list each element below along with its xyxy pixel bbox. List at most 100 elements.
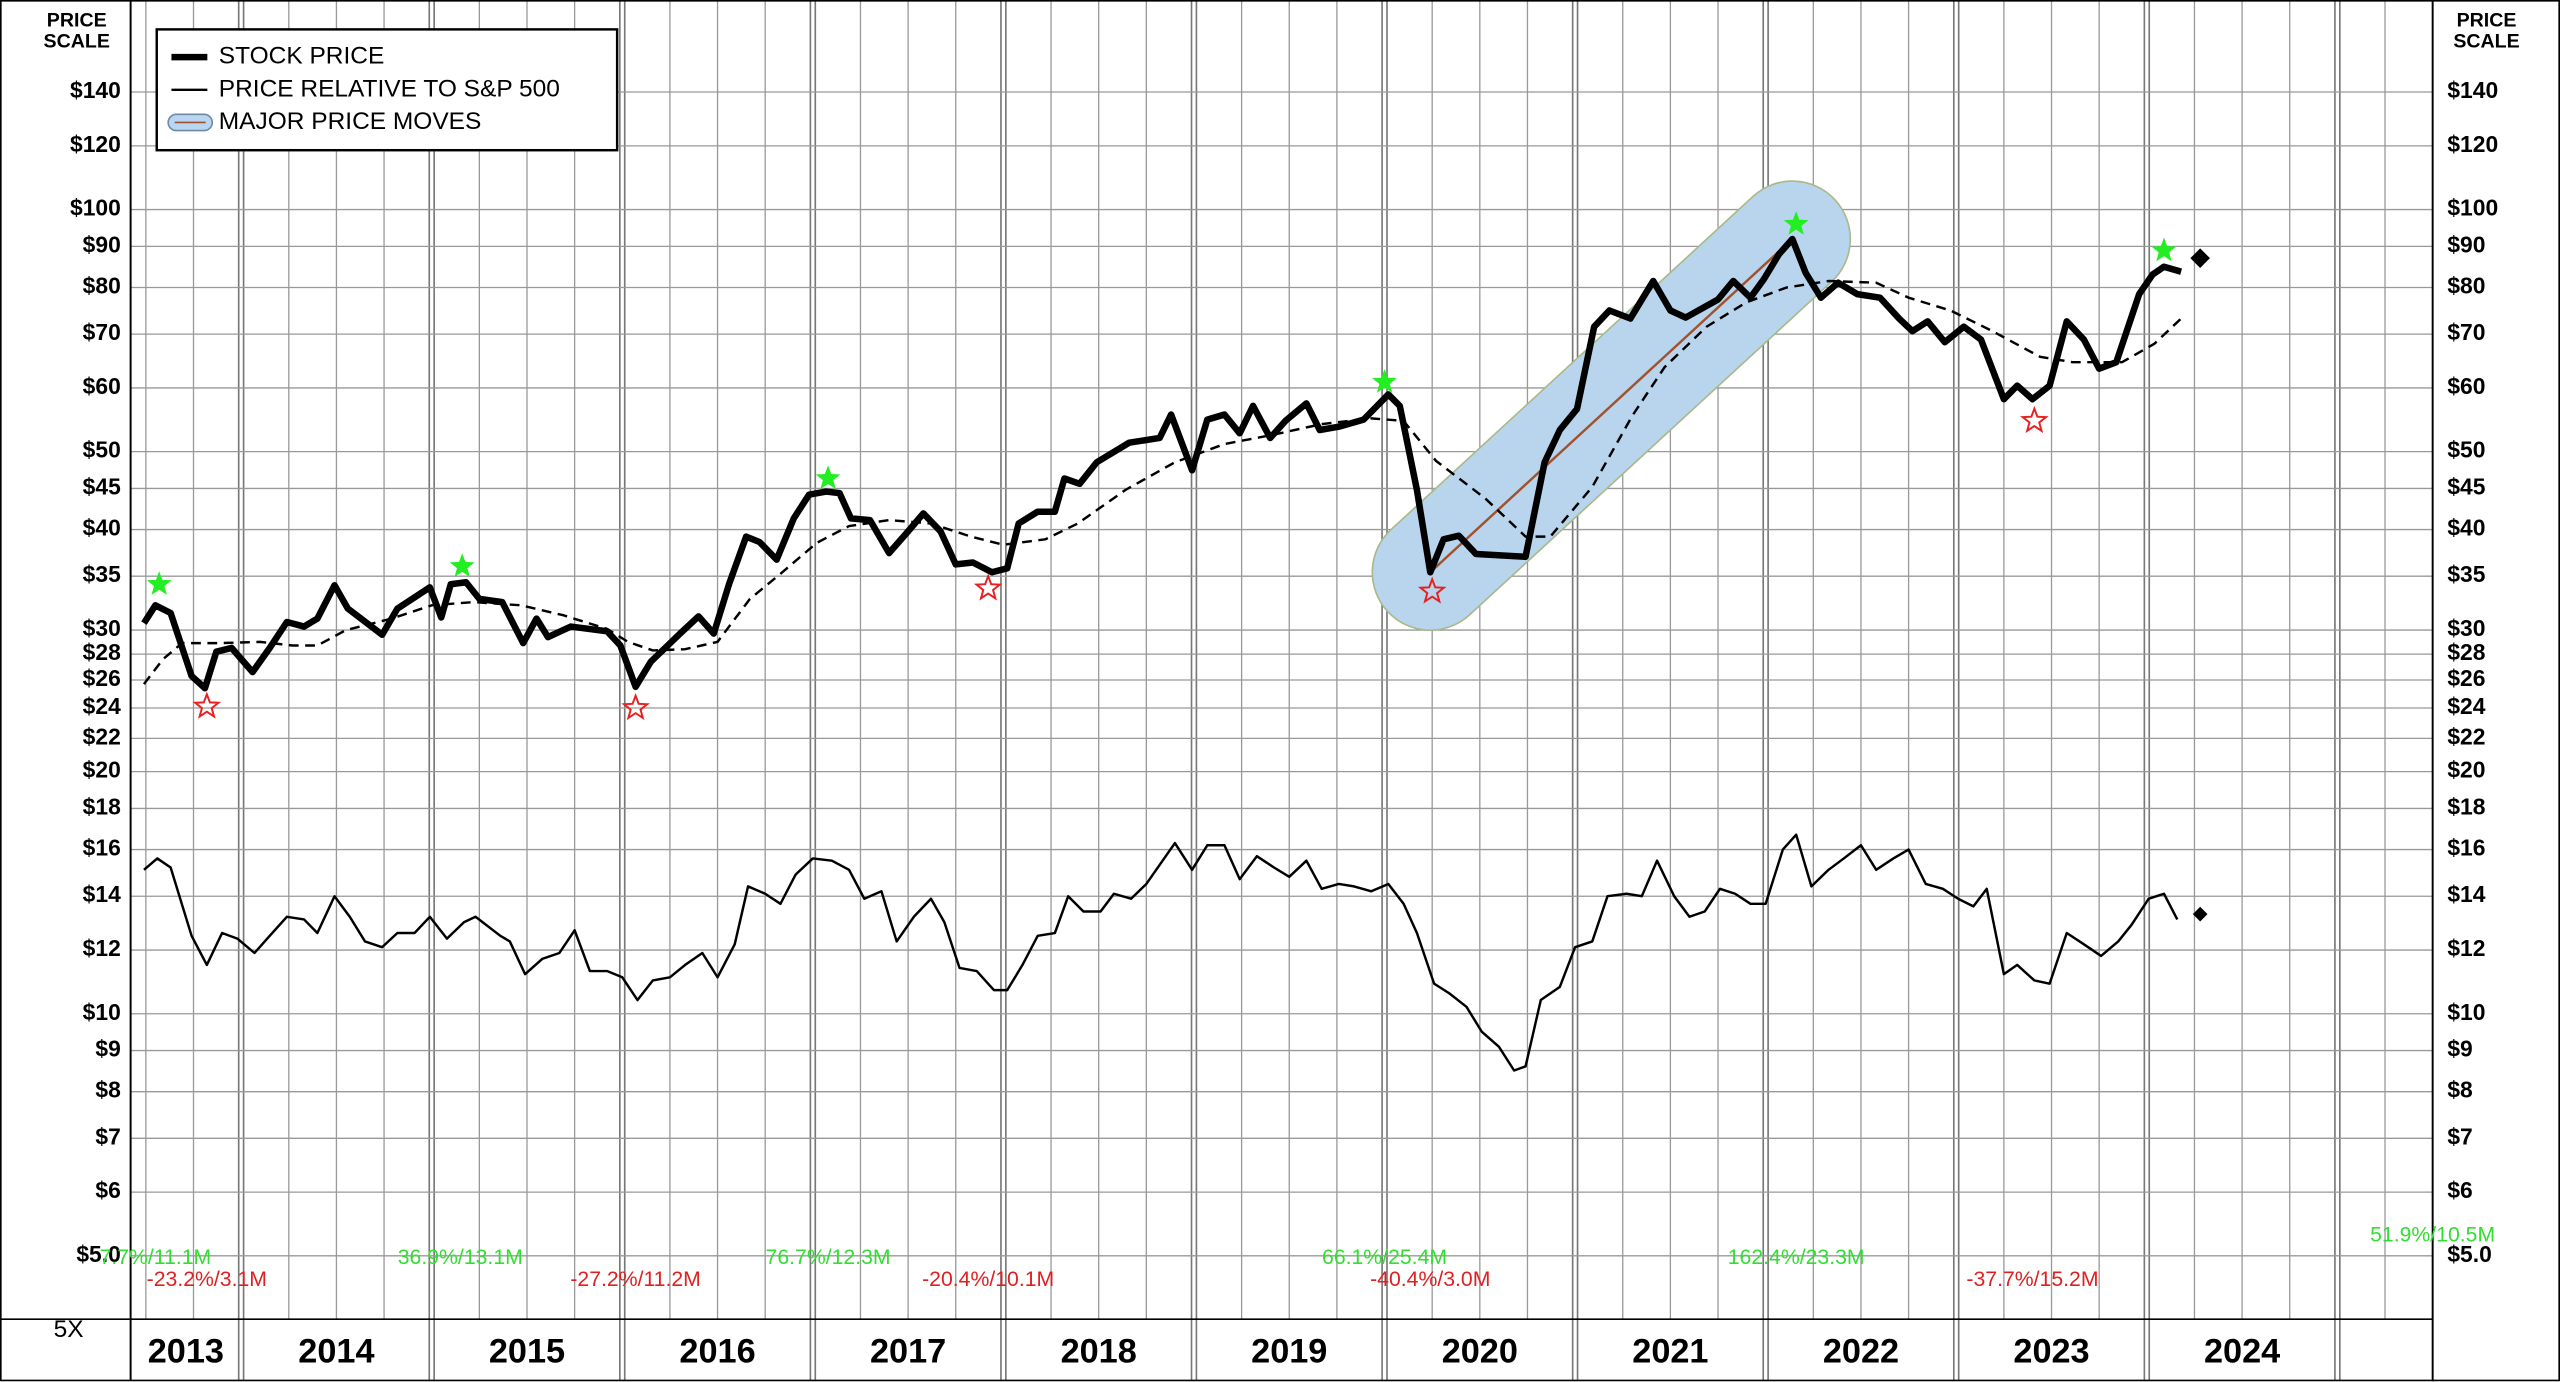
y-tick-label: $6: [95, 1177, 120, 1203]
legend-label: STOCK PRICE: [219, 43, 385, 70]
y2-tick-label: $70: [2447, 319, 2485, 345]
y-tick-label: $24: [83, 693, 121, 719]
y-tick-label: $100: [70, 195, 121, 221]
y2-tick-label: $120: [2447, 131, 2498, 157]
legend: STOCK PRICE PRICE RELATIVE TO S&P 500 MAJO…: [155, 28, 619, 152]
low-star: [973, 573, 1003, 601]
y2-tick-label: $20: [2447, 757, 2485, 783]
y-tick-label: $60: [83, 373, 121, 399]
low-star: [2020, 405, 2049, 434]
high-star: [2151, 237, 2177, 262]
y-tick-label: $120: [70, 131, 121, 157]
high-star: [1372, 369, 1397, 393]
grid: [130, 0, 2433, 1382]
move-annotation: 66.1%/25.4M: [1322, 1246, 1447, 1269]
legend-label: MAJOR PRICE MOVES: [219, 108, 482, 135]
price-scale-label: SCALE: [2453, 31, 2519, 53]
y-tick-label: $14: [83, 881, 121, 907]
move-annotation: 51.9%/10.5M: [2370, 1224, 2495, 1247]
major-move-line: [1429, 238, 1794, 574]
year-label: 2016: [679, 1333, 755, 1371]
y2-tick-label: $100: [2447, 195, 2498, 221]
y2-tick-label: $18: [2447, 793, 2485, 819]
year-label: 2022: [1823, 1333, 1899, 1371]
low-star: [1417, 576, 1447, 604]
y-tick-label: $5.0: [76, 1241, 120, 1267]
price-scale-label: PRICE: [2457, 9, 2517, 31]
y2-tick-label: $140: [2447, 77, 2498, 103]
move-annotation: 7.7%/11.1M: [100, 1246, 212, 1269]
high-star: [1783, 211, 1809, 235]
y2-tick-label: $14: [2447, 881, 2485, 907]
y2-tick-label: $5.0: [2447, 1241, 2491, 1267]
low-star: [192, 691, 222, 719]
y-tick-label: $10: [83, 999, 121, 1025]
move-annotation: -37.7%/15.2M: [1966, 1268, 2098, 1291]
y2-tick-label: $7: [2447, 1123, 2472, 1149]
y-tick-label: $30: [83, 615, 121, 641]
y-tick-label: $20: [83, 757, 121, 783]
move-annotation: 76.7%/12.3M: [766, 1246, 891, 1269]
low-star: [621, 692, 650, 721]
high-star: [449, 553, 475, 577]
year-label: 2015: [489, 1333, 565, 1371]
price-scale-label: PRICE: [47, 9, 107, 31]
y-tick-label: $80: [83, 273, 121, 299]
y-tick-label: $8: [95, 1077, 120, 1103]
y2-tick-label: $80: [2447, 273, 2485, 299]
marks: [141, 180, 2210, 1072]
dashed-line: [142, 279, 2182, 685]
y-tick-label: $7: [95, 1123, 120, 1149]
y2-tick-label: $30: [2447, 615, 2485, 641]
y2-tick-label: $6: [2447, 1177, 2472, 1203]
y-tick-label: $16: [83, 835, 121, 861]
y2-tick-label: $22: [2447, 723, 2485, 749]
series-line: [141, 235, 2183, 692]
y-tick-label: $18: [83, 793, 121, 819]
y-tick-label: $45: [83, 473, 121, 499]
y-tick-label: $50: [83, 437, 121, 463]
year-label: 2021: [1632, 1333, 1708, 1371]
move-annotation: -40.4%/3.0M: [1370, 1268, 1490, 1291]
y2-tick-label: $12: [2447, 935, 2485, 961]
series-line: [143, 833, 2179, 1072]
y2-tick-label: $28: [2447, 639, 2485, 665]
year-label: 2020: [1442, 1333, 1518, 1371]
end-marker: [2192, 906, 2208, 922]
y2-tick-label: $40: [2447, 515, 2485, 541]
y-tick-label: $12: [83, 935, 121, 961]
y-tick-label: $22: [83, 723, 121, 749]
y2-tick-label: $9: [2447, 1036, 2472, 1062]
y2-tick-label: $90: [2447, 231, 2485, 257]
y2-tick-label: $8: [2447, 1077, 2472, 1103]
y2-tick-label: $26: [2447, 665, 2485, 691]
price-scale-label: SCALE: [44, 31, 110, 53]
move-annotation: 162.4%/23.3M: [1728, 1246, 1865, 1269]
move-annotation: -27.2%/11.2M: [570, 1268, 701, 1291]
y2-tick-label: $45: [2447, 473, 2485, 499]
y-tick-label: $140: [70, 77, 121, 103]
y2-tick-label: $35: [2447, 561, 2485, 587]
legend-box: [155, 28, 619, 152]
year-label: 2024: [2204, 1333, 2280, 1371]
y2-tick-label: $10: [2447, 999, 2485, 1025]
y2-tick-label: $24: [2447, 693, 2485, 719]
move-annotation: 36.9%/13.1M: [398, 1246, 523, 1269]
y-tick-label: $26: [83, 665, 121, 691]
y2-tick-label: $50: [2447, 437, 2485, 463]
corner-label: 5X: [54, 1316, 84, 1343]
year-label: 2018: [1061, 1333, 1137, 1371]
y-tick-label: $35: [83, 561, 121, 587]
year-label: 2013: [148, 1333, 224, 1371]
y-tick-label: $9: [95, 1036, 120, 1062]
legend-label: PRICE RELATIVE TO S&P 500: [219, 75, 560, 102]
high-star: [146, 571, 172, 595]
y2-tick-label: $60: [2447, 373, 2485, 399]
y-tick-label: $40: [83, 515, 121, 541]
year-label: 2019: [1251, 1333, 1327, 1371]
year-label: 2023: [2013, 1333, 2089, 1371]
year-label: 2017: [870, 1333, 946, 1371]
